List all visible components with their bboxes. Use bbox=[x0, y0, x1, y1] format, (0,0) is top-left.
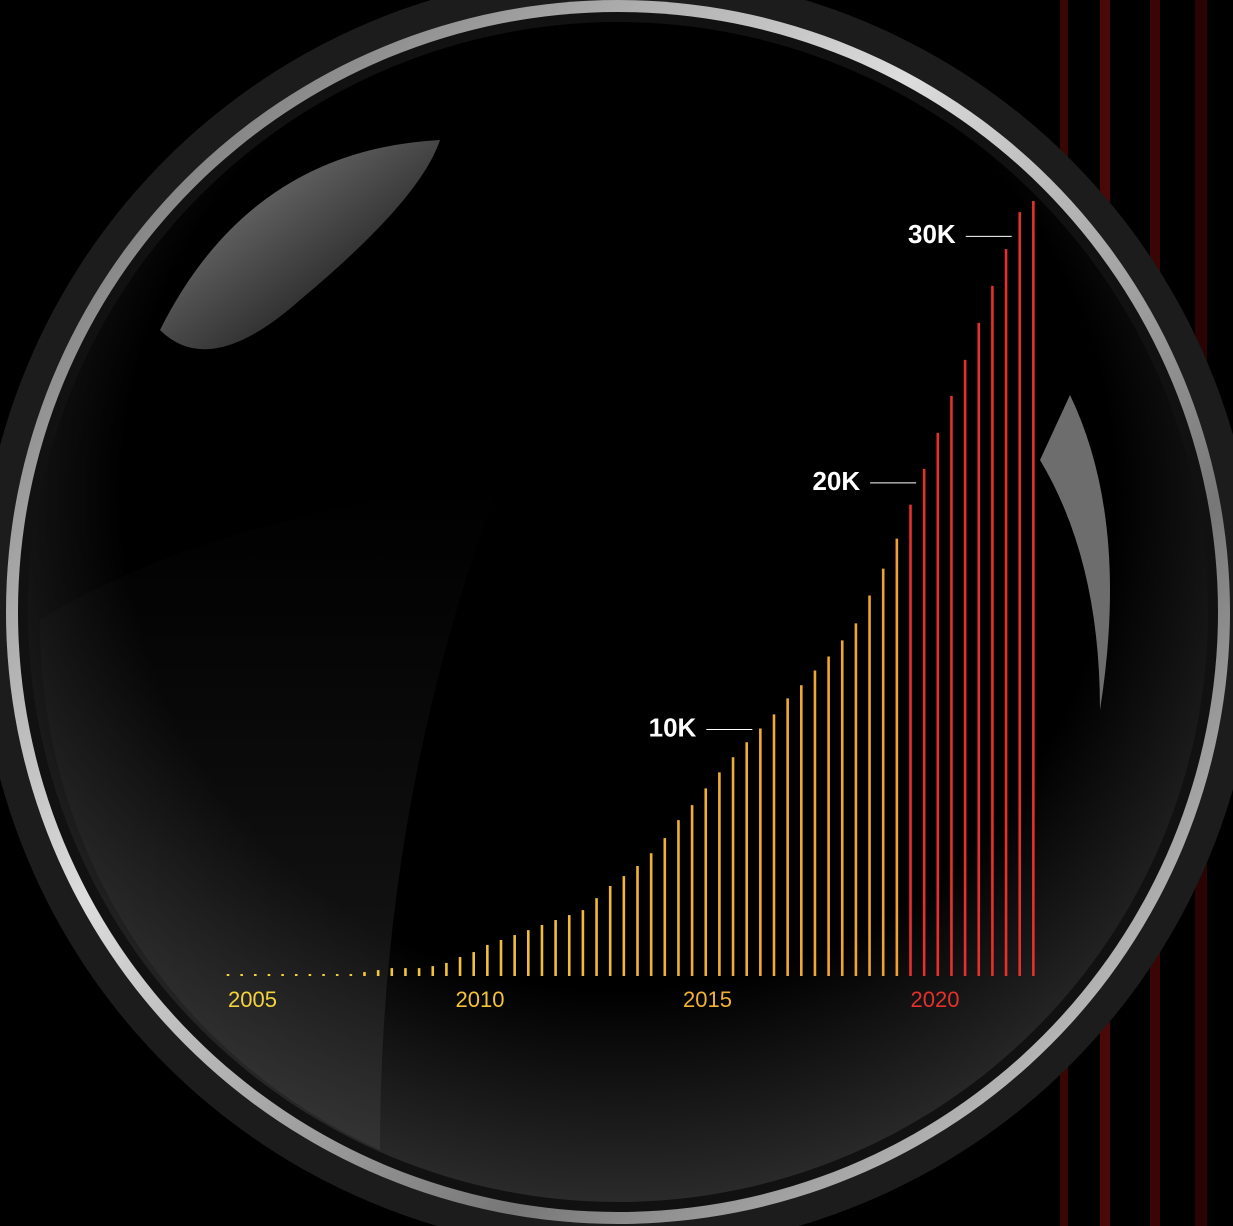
y-tick-label: 30K bbox=[908, 219, 956, 249]
x-tick-label: 2005 bbox=[228, 987, 277, 1012]
x-tick-label: 2020 bbox=[911, 987, 960, 1012]
x-tick-label: 2010 bbox=[456, 987, 505, 1012]
x-tick-label: 2015 bbox=[683, 987, 732, 1012]
y-tick-label: 10K bbox=[649, 712, 697, 742]
y-tick-label: 20K bbox=[812, 466, 860, 496]
